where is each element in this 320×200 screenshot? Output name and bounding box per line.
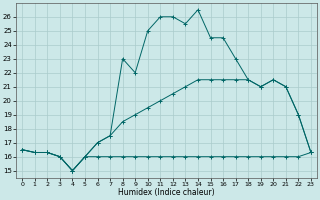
X-axis label: Humidex (Indice chaleur): Humidex (Indice chaleur) xyxy=(118,188,215,197)
